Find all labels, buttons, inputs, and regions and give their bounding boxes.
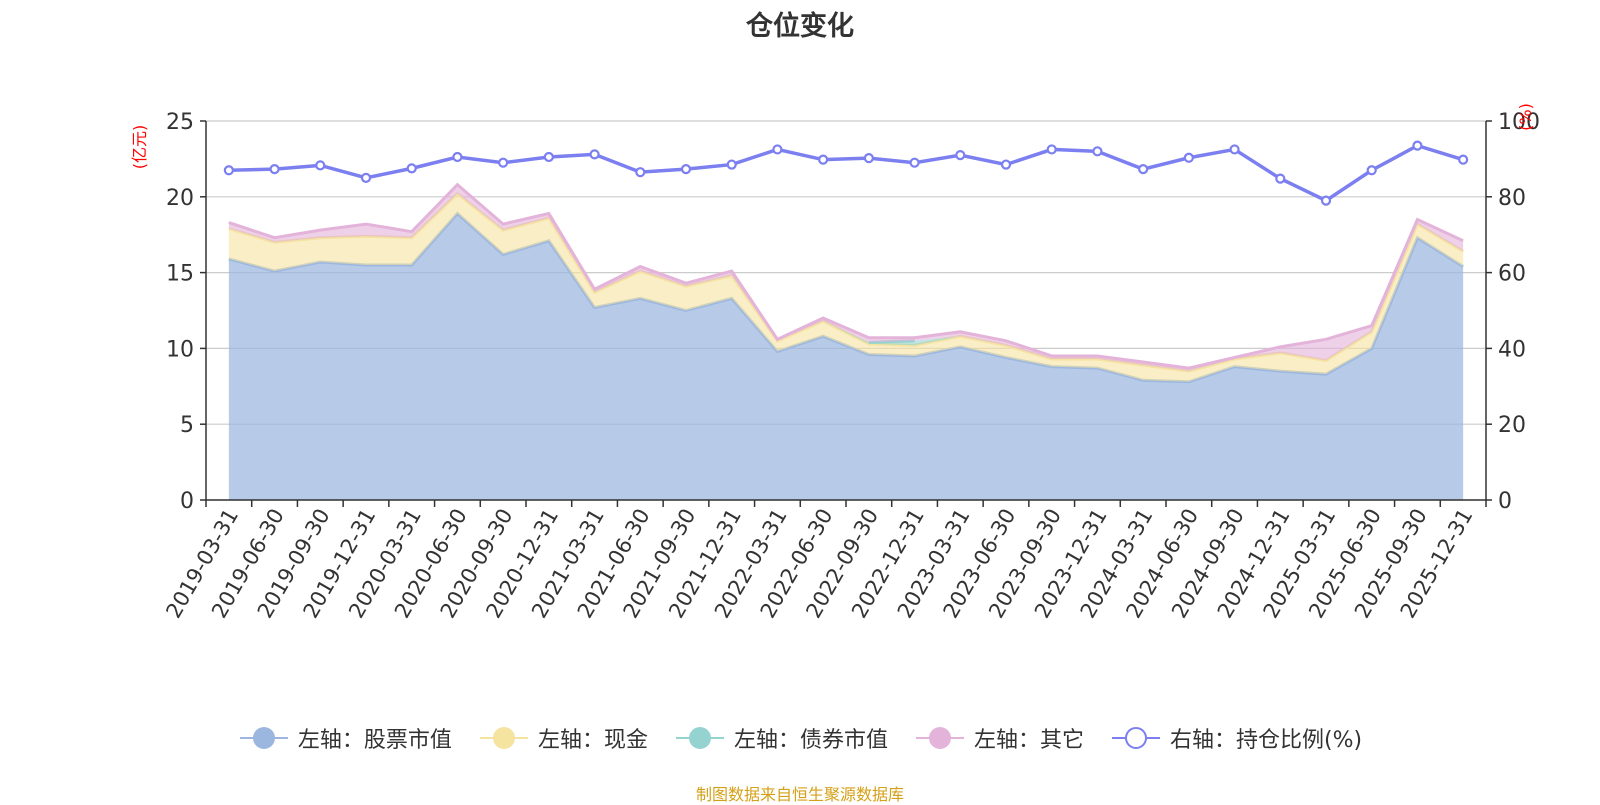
right-tick-label: 100: [1498, 110, 1540, 135]
left-tick-label: 20: [166, 186, 194, 211]
source-note: 制图数据来自恒生聚源数据库: [695, 785, 904, 804]
legend-label: 左轴：其它: [973, 728, 1084, 753]
ratio-point: [818, 154, 829, 165]
left-tick-label: 5: [180, 413, 194, 438]
legend-swatch-marker: [928, 727, 951, 749]
legend-swatch: [239, 727, 288, 749]
left-axis-unit: (亿元): [130, 125, 149, 170]
area-series-2: [228, 193, 1464, 382]
ratio-point: [1320, 195, 1332, 206]
ratio-point: [909, 157, 920, 168]
legend-swatch-marker: [688, 727, 711, 749]
legend-label: 左轴：现金: [537, 728, 648, 753]
legend-item[interactable]: 右轴：持仓比例(%): [1110, 722, 1362, 754]
ratio-point: [360, 172, 372, 183]
legend-swatch: [1111, 727, 1160, 749]
legend-label: 右轴：持仓比例(%): [1169, 728, 1363, 753]
ratio-point: [1046, 144, 1057, 155]
ratio-point: [1092, 146, 1103, 157]
ratio-point: [680, 164, 692, 175]
ratio-point: [543, 151, 554, 163]
left-tick-label: 0: [180, 489, 194, 514]
area-series-1: [228, 213, 1464, 500]
right-axis-unit: (%): [1516, 103, 1535, 131]
ratio-point: [406, 163, 417, 174]
ratio-point: [1000, 159, 1012, 170]
legend-item[interactable]: 左轴：现金: [478, 722, 648, 754]
ratio-point: [1229, 144, 1240, 155]
right-tick-label: 20: [1498, 413, 1526, 438]
ratio-path: [228, 143, 1464, 203]
ratio-point: [1458, 154, 1469, 165]
legend: 左轴：股票市值 左轴：现金 左轴：债券市值 左轴：其它 右轴：持仓比例(%): [0, 722, 1600, 754]
ratio-point: [726, 159, 737, 170]
right-tick-label: 80: [1498, 186, 1526, 211]
ratio-point: [1412, 140, 1423, 151]
ratio-point: [498, 157, 509, 168]
chart-title: 仓位变化: [746, 11, 854, 42]
ratio-point: [1138, 164, 1149, 175]
left-tick-label: 15: [166, 262, 194, 287]
ratio-line: [223, 140, 1469, 206]
area-edge-series-4: [228, 182, 1464, 370]
legend-label: 左轴：股票市值: [297, 728, 452, 753]
ratio-point: [223, 165, 234, 176]
ratio-point: [1183, 152, 1194, 163]
legend-swatch-marker: [492, 727, 515, 749]
ratio-point: [772, 144, 783, 155]
ratio-point: [269, 164, 280, 175]
left-tick-label: 25: [166, 110, 194, 135]
legend-swatch-marker: [1124, 727, 1147, 749]
right-tick-label: 60: [1498, 262, 1526, 287]
ratio-point: [452, 151, 463, 163]
legend-item[interactable]: 左轴：其它: [914, 722, 1084, 754]
stacked-areas: [228, 182, 1464, 500]
legend-swatch-marker: [252, 727, 275, 749]
legend-swatch: [479, 727, 528, 749]
legend-item[interactable]: 左轴：债券市值: [674, 722, 888, 754]
ratio-point: [635, 167, 646, 178]
ratio-point: [955, 150, 966, 161]
left-tick-label: 10: [166, 337, 194, 362]
legend-swatch: [675, 727, 724, 749]
right-tick-label: 0: [1498, 489, 1512, 514]
ratio-point: [1366, 165, 1377, 176]
legend-swatch: [915, 727, 964, 749]
ratio-point: [589, 149, 600, 160]
right-tick-label: 40: [1498, 337, 1526, 362]
legend-label: 左轴：债券市值: [733, 728, 888, 753]
ratio-point: [315, 160, 326, 171]
ratio-point: [1275, 173, 1286, 184]
ratio-point: [863, 153, 874, 164]
legend-item[interactable]: 左轴：股票市值: [238, 722, 452, 754]
